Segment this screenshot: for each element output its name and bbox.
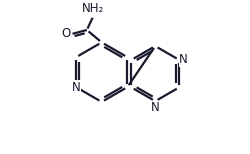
Text: N: N [71, 81, 80, 93]
Text: N: N [150, 101, 159, 114]
Text: NH₂: NH₂ [82, 2, 104, 15]
Text: N: N [178, 53, 187, 66]
Text: O: O [62, 27, 71, 40]
